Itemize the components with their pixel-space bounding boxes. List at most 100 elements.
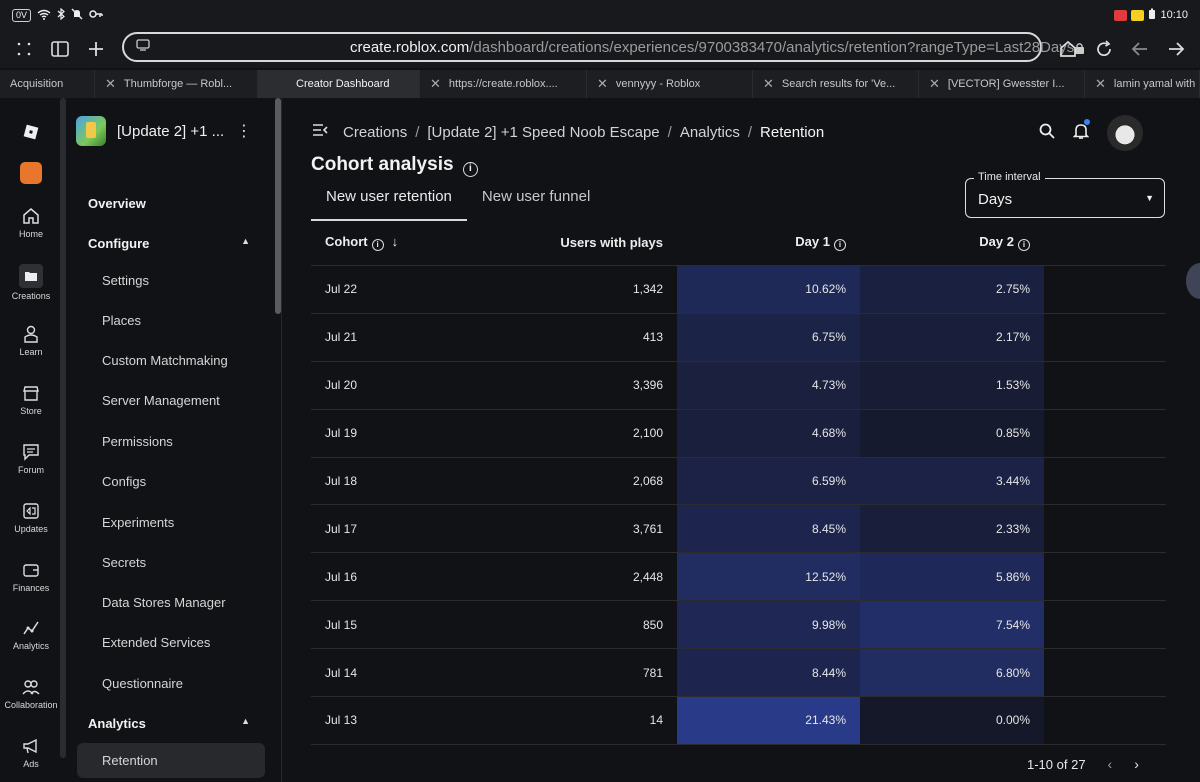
nav-overview[interactable]: Overview: [88, 196, 250, 211]
nav-label: Configure: [88, 236, 150, 251]
rail-collaboration[interactable]: Collaboration: [0, 677, 62, 710]
header-cohort[interactable]: Cohort i ↓: [311, 234, 471, 251]
time-interval-value: Days: [978, 191, 1013, 208]
nav-extended-services[interactable]: Extended Services: [102, 635, 211, 650]
rail-creations[interactable]: Creations: [0, 264, 62, 301]
close-icon[interactable]: ✕: [105, 76, 116, 91]
nav-custom-matchmaking[interactable]: Custom Matchmaking: [102, 353, 228, 368]
more-options-icon[interactable]: ⋮: [236, 123, 252, 140]
rail-finances[interactable]: Finances: [0, 560, 62, 593]
info-icon[interactable]: i: [834, 239, 846, 251]
header-day2: Day 2 i: [860, 234, 1044, 251]
close-icon[interactable]: ✕: [1095, 76, 1106, 91]
reload-icon[interactable]: [1086, 33, 1122, 65]
tab-search-results[interactable]: ✕ Search results for 'Ve...: [753, 70, 919, 98]
users-cell: 781: [642, 665, 663, 680]
tab-strip: Acquisition ✕ Thumbforge — Robl... Creato…: [0, 70, 1200, 98]
rail-learn[interactable]: Learn: [0, 324, 62, 357]
tab-creator-dashboard[interactable]: Creator Dashboard: [258, 70, 420, 98]
next-page-icon[interactable]: ›: [1134, 756, 1139, 772]
info-icon[interactable]: i: [462, 162, 478, 177]
nav-settings[interactable]: Settings: [102, 273, 149, 288]
creator-avatar-icon: [20, 162, 42, 184]
nav-secrets[interactable]: Secrets: [102, 555, 147, 570]
search-icon[interactable]: [1039, 123, 1055, 144]
rail-analytics[interactable]: Analytics: [0, 618, 62, 651]
collapse-menu-icon[interactable]: [312, 123, 328, 141]
rail-label: Forum: [17, 465, 44, 475]
rail-store[interactable]: Store: [0, 383, 62, 416]
tab-thumbforge[interactable]: ✕ Thumbforge — Robl...: [95, 70, 258, 98]
day1-cell: 8.45%: [677, 505, 860, 553]
rail-home[interactable]: Home: [0, 206, 62, 239]
breadcrumb-creations[interactable]: Creations: [343, 123, 408, 141]
nav-scrollbar[interactable]: [275, 98, 281, 314]
info-icon[interactable]: i: [371, 239, 384, 251]
day1-cell: 9.98%: [677, 601, 860, 649]
prev-page-icon[interactable]: ‹: [1107, 756, 1113, 772]
rail-forum[interactable]: Forum: [0, 442, 62, 475]
tab-new-user-retention[interactable]: New user retention: [311, 188, 467, 221]
day2-cell: 2.33%: [860, 505, 1044, 553]
forum-icon: [21, 442, 41, 462]
nav-configure[interactable]: Configure ▲: [88, 236, 250, 251]
experience-header[interactable]: [Update 2] +1 ... ⋮: [76, 114, 276, 148]
notifications-icon[interactable]: [1072, 118, 1090, 145]
nav-configs[interactable]: Configs: [102, 474, 147, 489]
forward-icon[interactable]: [1158, 33, 1194, 65]
user-avatar[interactable]: [1107, 115, 1143, 151]
rail-scrollbar[interactable]: [60, 98, 66, 758]
roblox-logo[interactable]: [0, 122, 62, 145]
nav-data-stores-manager[interactable]: Data Stores Manager: [102, 595, 226, 610]
sort-down-arrow-icon[interactable]: ↓: [391, 234, 399, 249]
section-title-text: Cohort analysis: [311, 154, 454, 175]
close-icon[interactable]: ✕: [597, 76, 608, 91]
tab-lamin-yamal[interactable]: ✕ lamin yamal with: [1085, 70, 1200, 98]
rail-ads[interactable]: Ads: [0, 736, 62, 769]
rail-updates[interactable]: Updates: [0, 501, 62, 534]
empty-cell: [1044, 458, 1166, 505]
address-bar[interactable]: create.roblox.com/dashboard/creations/ex…: [122, 32, 1085, 62]
tab-create-roblox[interactable]: ✕ https://create.roblox....: [420, 70, 587, 98]
nav-analytics[interactable]: Analytics ▲: [88, 716, 250, 731]
new-tab-icon[interactable]: [78, 33, 114, 65]
nav-retention[interactable]: Retention: [102, 753, 158, 768]
drag-handle-icon[interactable]: [6, 33, 42, 65]
cohort-cell: Jul 14: [325, 665, 358, 680]
users-cell: 1,342: [632, 282, 663, 297]
tab-vennyyy[interactable]: ✕ vennyyy - Roblox: [587, 70, 753, 98]
nav-label: Overview: [88, 196, 146, 211]
close-icon[interactable]: ✕: [430, 76, 441, 91]
cohort-cell: Jul 21: [325, 330, 358, 345]
breadcrumb-analytics[interactable]: Analytics: [679, 123, 740, 141]
tab-label: vennyyy - Roblox: [615, 78, 701, 90]
home-icon: [21, 206, 41, 226]
updates-icon: [21, 501, 41, 521]
users-cell: 413: [642, 330, 663, 345]
breadcrumb-experience[interactable]: [Update 2] +1 Speed Noob Escape: [427, 123, 660, 141]
tab-acquisition[interactable]: Acquisition: [0, 70, 95, 98]
info-icon[interactable]: i: [1018, 239, 1030, 251]
time-interval-select[interactable]: Time interval Days ▼: [965, 171, 1165, 218]
day1-cell: 12.52%: [677, 553, 860, 601]
back-icon[interactable]: [1122, 33, 1158, 65]
nav-server-management[interactable]: Server Management: [102, 393, 220, 408]
users-cell: 2,448: [632, 569, 663, 584]
sidebar-toggle-icon[interactable]: [42, 33, 78, 65]
tab-new-user-funnel[interactable]: New user funnel: [481, 188, 591, 205]
nav-experiments[interactable]: Experiments: [102, 515, 175, 530]
nav-permissions[interactable]: Permissions: [102, 434, 173, 449]
profile-thumb[interactable]: [0, 162, 62, 187]
site-info-icon[interactable]: [136, 38, 150, 56]
tab-vector[interactable]: ✕ [VECTOR] Gwesster I...: [919, 70, 1085, 98]
close-icon[interactable]: ✕: [929, 76, 940, 91]
side-panel-handle[interactable]: [1186, 263, 1200, 299]
nav-questionnaire[interactable]: Questionnaire: [102, 676, 183, 691]
cohort-cell: Jul 18: [325, 474, 358, 488]
youtube-app-icon: [1114, 9, 1128, 21]
tab-label: Creator Dashboard: [296, 78, 390, 90]
close-icon[interactable]: ✕: [763, 76, 774, 91]
home-icon[interactable]: [1050, 33, 1086, 65]
nav-places[interactable]: Places: [102, 313, 142, 328]
day2-cell: 0.00%: [860, 697, 1044, 744]
